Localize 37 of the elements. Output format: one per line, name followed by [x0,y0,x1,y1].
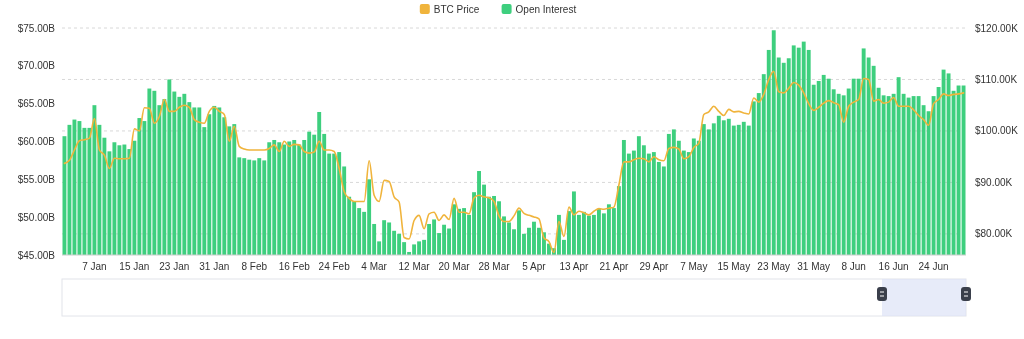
legend-label: Open Interest [515,3,577,15]
x-tick-label: 31 Jan [199,261,230,272]
x-tick-label: 21 Apr [599,261,630,272]
x-tick-label: 23 May [757,261,791,272]
y-tick-label: $50.00B [17,211,56,223]
x-tick-label: 12 Mar [398,261,431,272]
legend-label: BTC Price [433,3,480,15]
x-tick-label: 29 Apr [639,261,669,272]
x-tick-label: 13 Apr [559,261,590,272]
line-series [63,70,965,254]
x-tick-label: 23 Jan [159,261,190,272]
y-tick-label: $45.00B [17,249,56,261]
x-tick-label: 20 Mar [438,261,471,272]
x-tick-label: 7 May [680,261,708,272]
y-tick-label: $55.00B [17,173,56,185]
y-tick-label: $70.00B [17,60,56,72]
y2-tick-label: $110.00K [975,73,1018,85]
y2-tick-label: $80.00K [975,228,1013,240]
x-tick-label: 15 Jan [119,261,150,272]
x-tick-label: 8 Jun [841,261,866,272]
x-tick-label: 15 May [717,261,751,272]
y-tick-label: $75.00B [17,22,56,34]
x-tick-label: 24 Feb [318,261,351,272]
y-tick-label: $60.00B [17,136,56,147]
x-tick-label: 28 Mar [478,261,511,272]
y2-tick-label: $90.00K [975,176,1013,188]
y-tick-label: $65.00B [17,98,56,110]
x-tick-label: 7 Jan [82,261,107,272]
x-tick-label: 16 Jun [878,261,909,272]
x-tick-label: 5 Apr [522,261,547,272]
y2-tick-label: $100.00K [975,125,1019,137]
x-tick-label: 4 Mar [361,261,388,272]
x-tick-label: 16 Feb [278,261,311,272]
x-tick-label: 24 Jun [918,261,949,272]
x-tick-label: 8 Feb [241,261,268,272]
x-tick-label: 31 May [797,261,831,272]
y2-tick-label: $120.00K [975,22,1019,34]
